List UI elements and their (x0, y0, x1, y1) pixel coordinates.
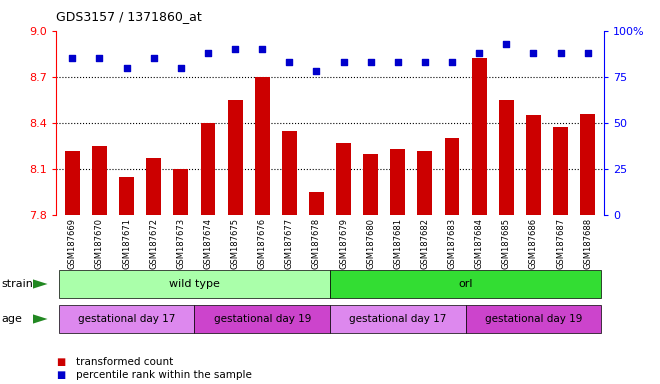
Point (555, 50, 566, 56)
Point (474, 50, 484, 56)
Point (203, 50, 213, 56)
Bar (445, 138, 459, 215)
Bar (499, 100, 513, 215)
Bar (472, 58, 486, 215)
Point (447, 59, 457, 65)
Bar (255, 77, 270, 215)
Point (176, 65, 186, 71)
Text: orl: orl (458, 279, 473, 289)
Point (366, 59, 376, 65)
Bar (282, 131, 297, 215)
Point (420, 59, 430, 65)
Bar (92, 146, 107, 215)
Bar (580, 114, 595, 215)
Text: age: age (1, 314, 22, 324)
Bar (119, 177, 134, 215)
Point (528, 50, 539, 56)
Bar (390, 149, 405, 215)
Text: GDS3157 / 1371860_at: GDS3157 / 1371860_at (56, 10, 202, 23)
Bar (526, 115, 541, 215)
Text: gestational day 19: gestational day 19 (214, 314, 311, 324)
Bar (363, 154, 378, 215)
Text: wild type: wild type (169, 279, 220, 289)
Point (284, 59, 294, 65)
Bar (336, 143, 351, 215)
Point (393, 59, 403, 65)
Text: percentile rank within the sample: percentile rank within the sample (76, 370, 251, 380)
Point (94, 55, 105, 61)
Text: ■: ■ (56, 370, 65, 380)
Point (339, 59, 349, 65)
Text: ■: ■ (56, 357, 65, 367)
Bar (418, 151, 432, 215)
Bar (201, 123, 215, 215)
Text: gestational day 17: gestational day 17 (349, 314, 446, 324)
Point (121, 65, 132, 71)
Bar (228, 100, 242, 215)
Point (501, 41, 512, 47)
Point (148, 55, 159, 61)
Point (311, 68, 321, 74)
Bar (65, 151, 80, 215)
Point (230, 46, 240, 52)
Bar (553, 127, 568, 215)
Bar (174, 169, 188, 215)
Text: gestational day 17: gestational day 17 (78, 314, 176, 324)
Text: strain: strain (1, 279, 33, 289)
Bar (309, 192, 324, 215)
Point (67, 55, 78, 61)
Point (257, 46, 267, 52)
Bar (147, 158, 161, 215)
Point (582, 50, 593, 56)
Text: transformed count: transformed count (76, 357, 173, 367)
Text: gestational day 19: gestational day 19 (484, 314, 582, 324)
